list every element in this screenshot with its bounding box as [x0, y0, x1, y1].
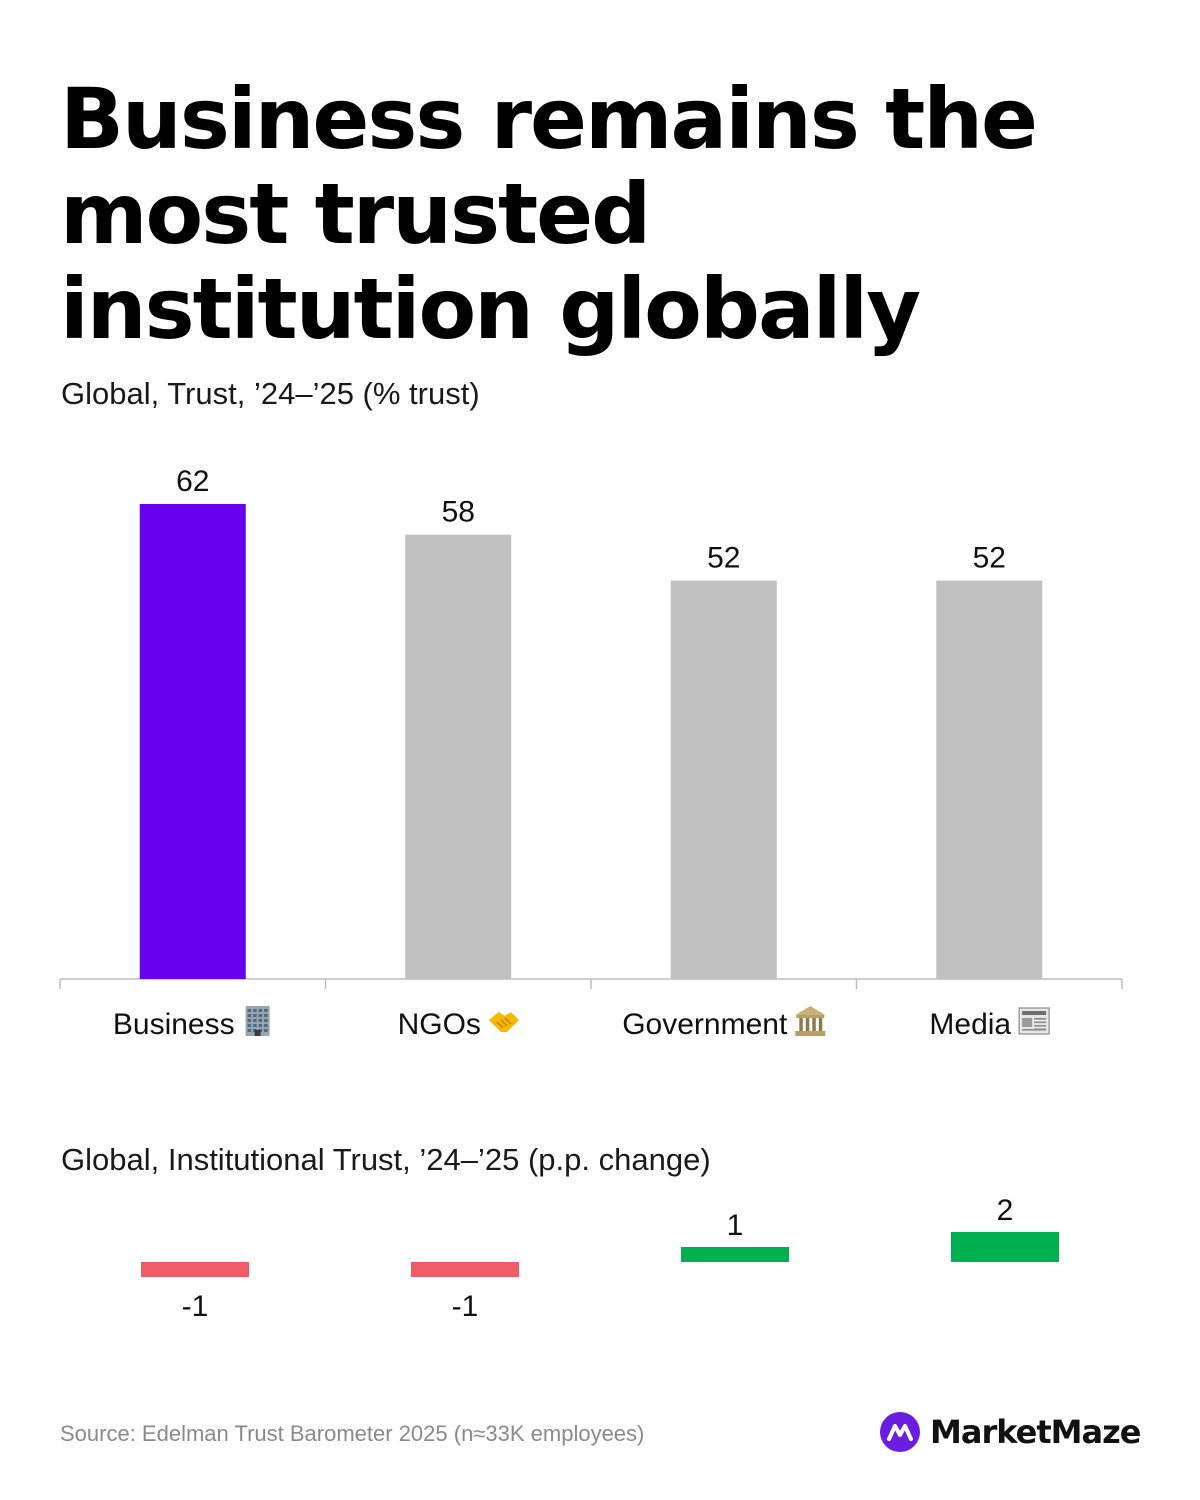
change-bar-media [951, 1232, 1059, 1262]
icon-part [496, 1017, 512, 1029]
icon-part [253, 1009, 257, 1012]
icon-part [264, 1019, 268, 1022]
icon-part [799, 1018, 803, 1031]
brand-name: MarketMaze [930, 1413, 1141, 1451]
change-label: -1 [182, 1290, 209, 1323]
icon-part [253, 1014, 257, 1017]
icon-part [812, 1018, 816, 1031]
icon-part [258, 1009, 263, 1012]
icon-part [1034, 1025, 1047, 1027]
bar-ngos [405, 534, 512, 979]
change-bar-ngos [411, 1262, 519, 1277]
handshake-icon [488, 1012, 519, 1032]
office-building-icon [245, 1006, 270, 1036]
icon-part [1034, 1018, 1047, 1020]
change-label: -1 [452, 1290, 479, 1323]
bar-business [139, 504, 246, 979]
bar-government [670, 580, 777, 979]
icon-part [253, 1024, 257, 1027]
data-label: 52 [973, 542, 1006, 575]
icon-part [264, 1014, 268, 1017]
source-note: Source: Edelman Trust Barometer 2025 (n≈… [60, 1421, 645, 1446]
category-label: Media [929, 1008, 1011, 1041]
icon-part [247, 1029, 252, 1032]
icon-part [795, 1031, 826, 1036]
category-label: Government [622, 1008, 788, 1041]
trust-bar-chart: 62 Business 58 NGOs 52 Government 52 Media [59, 465, 1123, 1041]
icon-part [258, 1024, 263, 1027]
icon-part [1034, 1021, 1047, 1024]
icon-part [258, 1014, 263, 1017]
data-label: 52 [707, 542, 740, 575]
icon-part [264, 1024, 268, 1027]
category-label: Business [113, 1008, 235, 1041]
icon-part [247, 1009, 252, 1012]
bar-media [936, 580, 1043, 979]
newspaper-icon [1018, 1007, 1050, 1035]
icon-part [247, 1014, 252, 1017]
change-chart-subtitle: Global, Institutional Trust, ’24–’25 (p.… [61, 1142, 711, 1177]
icon-part [1022, 1018, 1033, 1027]
trust-chart-subtitle: Global, Trust, ’24–’25 (% trust) [61, 376, 480, 411]
icon-part [253, 1019, 257, 1022]
icon-part [245, 1006, 270, 1036]
brand-logo-icon [880, 1412, 920, 1452]
icon-part [264, 1029, 268, 1032]
brand-logo: MarketMaze [880, 1412, 1141, 1452]
change-bar-government [681, 1247, 789, 1262]
change-bar-chart: -1 -1 1 2 [141, 1194, 1059, 1323]
icon-part [805, 1018, 810, 1031]
icon-part [247, 1024, 252, 1027]
icon-part [1022, 1011, 1047, 1015]
data-label: 62 [176, 465, 209, 498]
change-label: 1 [727, 1209, 744, 1242]
change-bar-business [141, 1262, 249, 1277]
data-label: 58 [442, 496, 475, 529]
icon-part [247, 1019, 252, 1022]
icon-part [796, 1015, 825, 1018]
icon-part [254, 1030, 261, 1036]
icon-part [795, 1006, 826, 1015]
category-label: NGOs [398, 1008, 481, 1041]
icon-part [258, 1019, 263, 1022]
icon-part [818, 1018, 823, 1031]
chart-title: Business remains the most trusted instit… [60, 70, 1038, 358]
icon-part [1022, 1029, 1047, 1031]
classical-building-icon [795, 1006, 826, 1036]
change-label: 2 [997, 1194, 1014, 1227]
icon-part [264, 1009, 268, 1012]
